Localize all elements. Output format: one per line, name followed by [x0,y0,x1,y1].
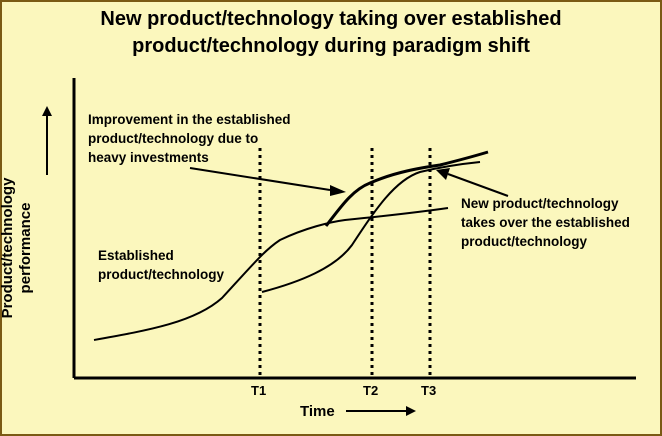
diagram-title: New product/technology taking over estab… [0,6,662,60]
improvement-arrow-line [189,167,331,191]
new-tech-line-2: takes over the established [461,215,630,230]
tick-t2: T2 [363,383,379,398]
tick-t1: T1 [251,383,267,398]
improvement-line-3: heavy investments [88,150,209,165]
title-line-2: product/technology during paradigm shift [132,35,530,57]
title-line-1: New product/technology taking over estab… [100,8,562,30]
new-tech-arrow-line [447,173,509,197]
new-tech-line-3: product/technology [461,234,587,249]
y-axis-label: Product/technology performance [0,168,35,328]
new-tech-arrowhead [436,168,450,180]
established-annotation: Established product/technology [98,246,224,284]
improvement-line-1: Improvement in the established [88,112,291,127]
y-direction-arrowhead [42,106,52,116]
established-line-2: product/technology [98,267,224,282]
y-axis-label-line-2: performance [17,202,34,294]
improved-established-curve [324,150,489,227]
tick-t3: T3 [421,383,437,398]
established-curve [93,207,449,341]
y-axis-label-line-1: Product/technology [0,177,16,319]
x-direction-arrowhead [406,406,416,416]
x-axis-label: Time [300,403,335,420]
new-tech-annotation: New product/technology takes over the es… [461,194,630,251]
improvement-annotation: Improvement in the established product/t… [88,110,291,167]
improvement-line-2: product/technology due to [88,131,259,146]
new-tech-line-1: New product/technology [461,196,619,211]
established-line-1: Established [98,248,174,263]
new-tech-curve [261,161,481,293]
improvement-arrowhead [330,185,346,196]
